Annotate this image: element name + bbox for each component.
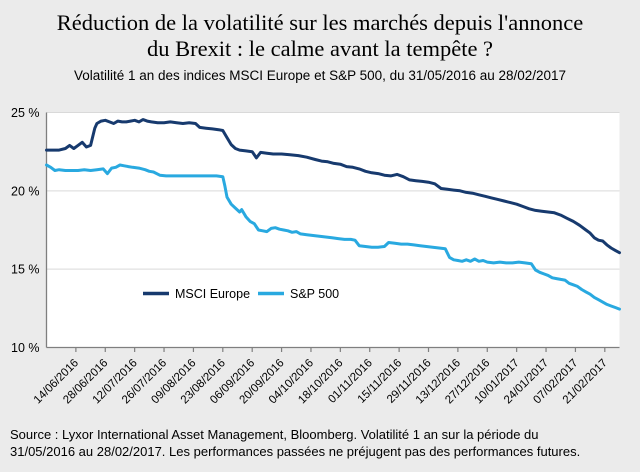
page-title-line2: du Brexit : le calme avant la tempête ?	[146, 36, 494, 61]
plot-area	[46, 112, 620, 348]
y-axis-tick-label: 20 %	[11, 184, 40, 198]
y-axis-tick-label: 10 %	[11, 341, 40, 355]
source-note-line1: Source : Lyxor International Asset Manag…	[10, 427, 539, 442]
y-axis-tick-label: 25 %	[11, 106, 40, 120]
page-title: Réduction de la volatilité sur les march…	[0, 0, 640, 62]
legend-label-s-p-500: S&P 500	[290, 287, 339, 301]
y-axis-tick-label: 15 %	[11, 263, 40, 277]
source-note-line2: 31/05/2016 au 28/02/2017. Les performanc…	[10, 444, 581, 459]
source-note: Source : Lyxor International Asset Manag…	[10, 426, 632, 460]
page-title-line1: Réduction de la volatilité sur les march…	[56, 10, 584, 35]
volatility-line-chart: 10 %15 %20 %25 %14/06/201628/06/201612/0…	[11, 106, 621, 406]
series-line-msci-europe	[45, 118, 621, 255]
series-line-s-p-500	[45, 163, 621, 311]
chart-subtitle: Volatilité 1 an des indices MSCI Europe …	[73, 68, 567, 83]
legend-label-msci-europe: MSCI Europe	[175, 287, 250, 301]
